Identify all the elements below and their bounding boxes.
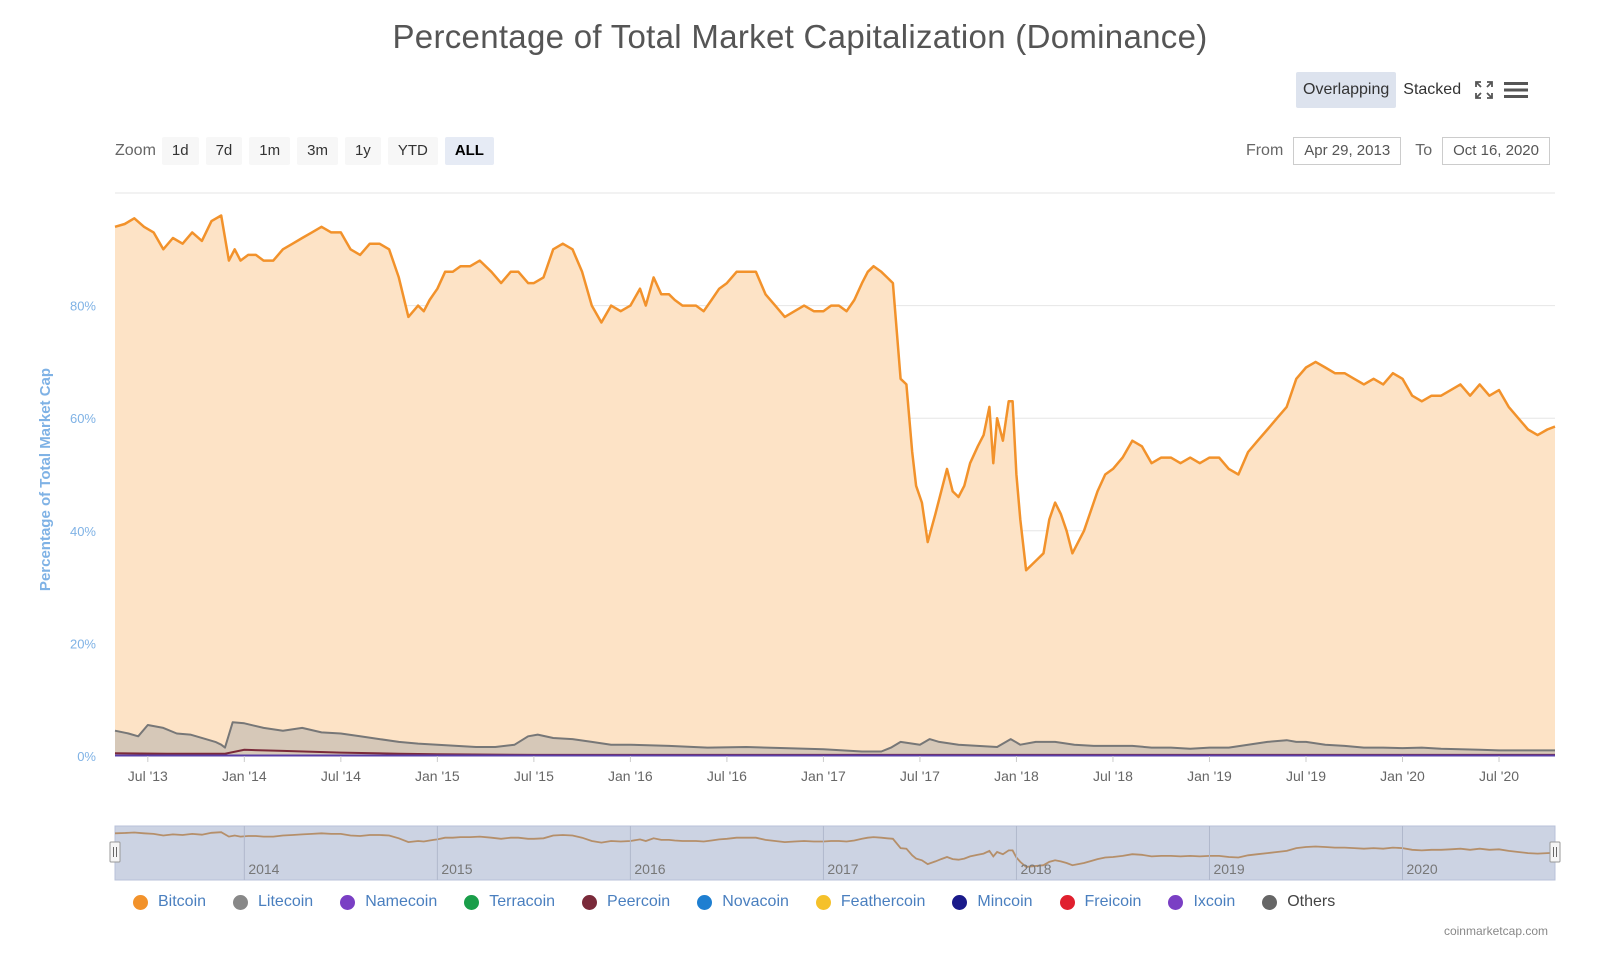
navigator-left-handle[interactable] <box>109 841 121 863</box>
stacked-button[interactable]: Stacked <box>1403 81 1462 98</box>
bitcoin-area <box>115 215 1555 756</box>
navigator-year-label: 2018 <box>1020 861 1051 877</box>
navigator-year-label: 2016 <box>634 861 665 877</box>
legend-dot-icon <box>1059 894 1075 910</box>
to-date-input[interactable]: Oct 16, 2020 <box>1442 137 1550 165</box>
to-label: To <box>1415 142 1433 159</box>
from-date-input[interactable]: Apr 29, 2013 <box>1293 137 1402 165</box>
zoom-selector: Zoom 1d 7d 1m 3m 1y YTD ALL <box>115 137 501 165</box>
legend-item-novacoin[interactable]: Novacoin <box>697 893 789 911</box>
zoom-ytd-button[interactable]: YTD <box>387 137 438 165</box>
legend: Bitcoin Litecoin Namecoin Terracoin Peercoin… <box>133 893 1362 911</box>
legend-label: Mincoin <box>977 893 1033 910</box>
legend-item-freicoin[interactable]: Freicoin <box>1059 893 1142 911</box>
menu-icon[interactable] <box>1500 72 1532 108</box>
x-tick-label: Jul '20 <box>1479 768 1519 784</box>
legend-dot-icon <box>815 894 831 910</box>
x-tick-label: Jul '15 <box>514 768 554 784</box>
navigator-series-line <box>114 831 1556 868</box>
x-tick-label: Jan '19 <box>1187 768 1232 784</box>
legend-label: Ixcoin <box>1193 893 1236 910</box>
legend-item-namecoin[interactable]: Namecoin <box>340 893 437 911</box>
zoom-label: Zoom <box>115 142 156 159</box>
legend-dot-icon <box>1262 894 1278 910</box>
y-tick-label: 40% <box>70 524 96 539</box>
legend-label: Peercoin <box>607 893 671 910</box>
zoom-1d-button[interactable]: 1d <box>161 137 199 165</box>
litecoin-line <box>114 721 1555 753</box>
navigator-year-label: 2015 <box>441 861 472 877</box>
legend-dot-icon <box>464 894 480 910</box>
legend-dot-icon <box>340 894 356 910</box>
legend-label: Namecoin <box>365 893 438 910</box>
y-tick-label: 20% <box>70 636 96 651</box>
x-tick-label: Jul '17 <box>900 768 940 784</box>
y-tick-label: 60% <box>70 411 96 426</box>
legend-label: Novacoin <box>722 893 789 910</box>
legend-dot-icon <box>952 894 968 910</box>
legend-item-peercoin[interactable]: Peercoin <box>582 893 670 911</box>
legend-item-ixcoin[interactable]: Ixcoin <box>1168 893 1235 911</box>
legend-label: Feathercoin <box>840 893 926 910</box>
legend-label: Terracoin <box>489 893 556 910</box>
y-tick-label: 0% <box>77 749 96 764</box>
zoom-7d-button[interactable]: 7d <box>205 137 243 165</box>
navigator-year-label: 2014 <box>248 861 279 877</box>
fullscreen-icon[interactable] <box>1468 72 1500 108</box>
legend-item-terracoin[interactable]: Terracoin <box>464 893 555 911</box>
bitcoin-line <box>114 214 1556 572</box>
chart-title: Percentage of Total Market Capitalizatio… <box>392 18 1208 55</box>
x-tick-label: Jul '13 <box>128 768 168 784</box>
navigator-year-label: 2019 <box>1213 861 1244 877</box>
legend-label: Others <box>1287 893 1336 910</box>
legend-dot-icon <box>133 894 148 910</box>
x-tick-label: Jul '16 <box>707 768 747 784</box>
zoom-3m-button[interactable]: 3m <box>297 137 338 165</box>
legend-item-feathercoin[interactable]: Feathercoin <box>815 893 926 911</box>
credit-link[interactable]: coinmarketcap.com <box>1443 924 1548 938</box>
x-tick-label: Jul '19 <box>1286 768 1326 784</box>
legend-item-others[interactable]: Others <box>1262 893 1335 911</box>
x-tick-label: Jan '20 <box>1380 768 1425 784</box>
date-range: From Apr 29, 2013 To Oct 16, 2020 <box>1232 137 1550 165</box>
legend-item-mincoin[interactable]: Mincoin <box>952 893 1033 911</box>
mode-toolbar: Overlapping Stacked <box>1296 72 1532 108</box>
zoom-1m-button[interactable]: 1m <box>249 137 291 165</box>
x-tick-label: Jan '14 <box>222 768 267 784</box>
legend-dot-icon <box>582 894 598 910</box>
legend-label: Litecoin <box>258 893 314 910</box>
legend-item-bitcoin[interactable]: Bitcoin <box>133 893 206 911</box>
legend-dot-icon <box>233 894 249 910</box>
x-tick-label: Jan '15 <box>415 768 460 784</box>
navigator-right-handle[interactable] <box>1549 841 1561 863</box>
x-tick-label: Jul '18 <box>1093 768 1133 784</box>
legend-label: Freicoin <box>1084 893 1142 910</box>
legend-dot-icon <box>697 894 713 910</box>
x-tick-label: Jan '18 <box>994 768 1039 784</box>
legend-item-litecoin[interactable]: Litecoin <box>233 893 313 911</box>
legend-dot-icon <box>1168 894 1184 910</box>
zoom-all-button[interactable]: ALL <box>444 137 494 165</box>
x-tick-label: Jul '14 <box>321 768 361 784</box>
overlapping-button[interactable]: Overlapping <box>1296 72 1397 108</box>
x-tick-label: Jan '17 <box>801 768 846 784</box>
from-label: From <box>1245 142 1284 159</box>
zoom-1y-button[interactable]: 1y <box>344 137 381 165</box>
y-axis-title: Percentage of Total Market Cap <box>37 368 54 591</box>
navigator-year-label: 2017 <box>827 861 858 877</box>
x-tick-label: Jan '16 <box>608 768 653 784</box>
y-tick-label: 80% <box>70 299 96 314</box>
legend-label: Bitcoin <box>158 893 207 910</box>
navigator-year-label: 2020 <box>1407 861 1438 877</box>
